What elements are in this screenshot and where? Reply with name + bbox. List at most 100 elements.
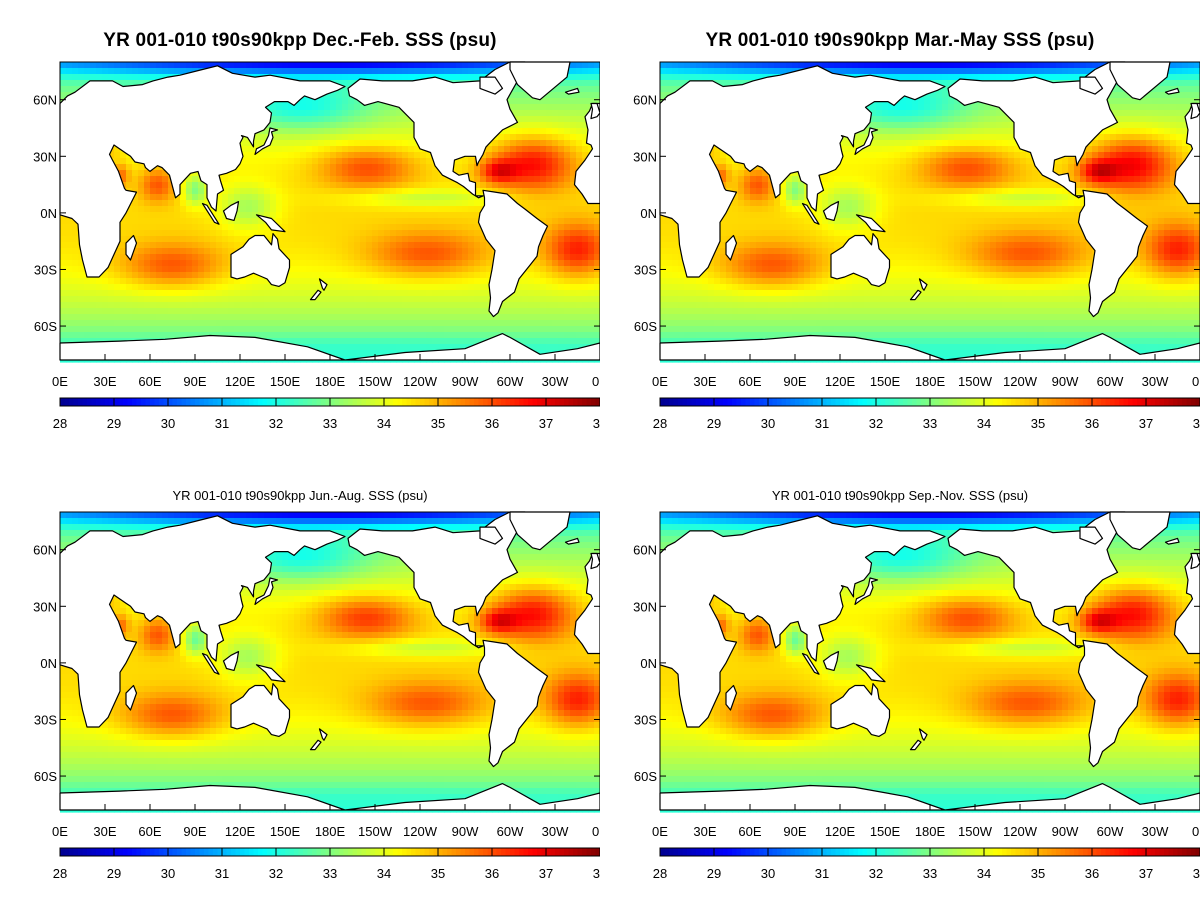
colorbar-label: 38 (593, 866, 600, 881)
y-tick-label: 0N (40, 656, 57, 671)
colorbar-label: 28 (653, 416, 667, 431)
colorbar-label: 33 (923, 416, 937, 431)
y-tick-label: 30S (634, 712, 657, 727)
x-tick-label: 90W (452, 374, 479, 389)
colorbar-label: 35 (431, 866, 445, 881)
x-tick-label: 0E (52, 374, 68, 389)
chart-panel-djf: YR 001-010 t90s90kpp Dec.-Feb. SSS (psu)… (0, 0, 600, 450)
colorbar-label: 32 (869, 866, 883, 881)
continents (659, 61, 1200, 361)
x-tick-label: 90E (183, 374, 206, 389)
x-tick-label: 60W (1097, 374, 1124, 389)
colorbar-label: 37 (1139, 866, 1153, 881)
colorbar-label: 30 (761, 416, 775, 431)
x-tick-label: 30E (693, 374, 716, 389)
y-tick-label: 60S (34, 769, 57, 784)
x-tick-label: 0E (592, 824, 600, 839)
colorbar-label: 31 (215, 866, 229, 881)
sss-map: 0E 30E 60E 90E 120E 150E 180E 150W 120W 90W 60W 30W… (633, 61, 1200, 431)
colorbar-label: 33 (323, 866, 337, 881)
colorbar-label: 31 (215, 416, 229, 431)
x-tick-label: 90W (1052, 374, 1079, 389)
chart-panel-jja: YR 001-010 t90s90kpp Jun.-Aug. SSS (psu)… (0, 450, 600, 900)
y-tick-label: 60S (34, 319, 57, 334)
x-tick-label: 30W (1142, 824, 1169, 839)
chart-title: YR 001-010 t90s90kpp Jun.-Aug. SSS (psu) (172, 488, 428, 503)
x-tick-label: 120E (225, 824, 256, 839)
y-tick-label: 0N (40, 206, 57, 221)
y-tick-label: 30N (633, 599, 657, 614)
x-tick-label: 90E (783, 374, 806, 389)
x-tick-label: 180E (315, 824, 346, 839)
x-tick-label: 150E (270, 824, 301, 839)
x-tick-label: 30E (93, 374, 116, 389)
colorbar-label: 38 (1193, 416, 1200, 431)
x-tick-label: 30E (693, 824, 716, 839)
colorbar-label: 35 (1031, 416, 1045, 431)
colorbar-label: 38 (593, 416, 600, 431)
colorbar-label: 37 (539, 866, 553, 881)
x-tick-label: 90W (1052, 824, 1079, 839)
y-tick-label: 30S (34, 712, 57, 727)
x-tick-label: 90E (183, 824, 206, 839)
x-tick-label: 30W (1142, 374, 1169, 389)
x-tick-label: 0E (652, 824, 668, 839)
y-tick-label: 0N (640, 656, 657, 671)
x-tick-label: 120E (825, 374, 856, 389)
y-tick-label: 60S (634, 769, 657, 784)
x-tick-label: 150E (870, 824, 901, 839)
continents (659, 511, 1200, 811)
x-tick-label: 30W (542, 374, 569, 389)
chart-title: YR 001-010 t90s90kpp Mar.-May SSS (psu) (705, 30, 1095, 51)
x-tick-label: 150W (358, 374, 393, 389)
colorbar-label: 34 (977, 416, 991, 431)
x-tick-label: 120W (1003, 824, 1038, 839)
x-tick-label: 30E (93, 824, 116, 839)
colorbar-label: 29 (107, 416, 121, 431)
x-tick-label: 180E (915, 824, 946, 839)
colorbar-label: 36 (485, 416, 499, 431)
chart-panel-son: YR 001-010 t90s90kpp Sep.-Nov. SSS (psu)… (600, 450, 1200, 900)
colorbar-label: 34 (377, 866, 391, 881)
colorbar-label: 29 (107, 866, 121, 881)
colorbar-label: 28 (53, 866, 67, 881)
colorbar-label: 28 (653, 866, 667, 881)
chart-panel-mam: YR 001-010 t90s90kpp Mar.-May SSS (psu) … (600, 0, 1200, 450)
continents (59, 511, 600, 811)
continents (59, 61, 600, 361)
x-tick-label: 60E (738, 374, 761, 389)
y-tick-label: 30S (34, 262, 57, 277)
x-tick-label: 90W (452, 824, 479, 839)
x-tick-label: 150W (358, 824, 393, 839)
colorbar-label: 30 (761, 866, 775, 881)
colorbar-label: 29 (707, 416, 721, 431)
x-tick-label: 120E (225, 374, 256, 389)
colorbar-label: 36 (1085, 866, 1099, 881)
x-tick-label: 0E (1192, 374, 1200, 389)
y-tick-label: 60N (633, 93, 657, 108)
x-tick-label: 150E (870, 374, 901, 389)
x-tick-label: 180E (915, 374, 946, 389)
x-tick-label: 60E (138, 374, 161, 389)
x-tick-label: 150E (270, 374, 301, 389)
x-tick-label: 60E (138, 824, 161, 839)
colorbar (659, 847, 1200, 857)
colorbar-label: 32 (869, 416, 883, 431)
chart-title: YR 001-010 t90s90kpp Sep.-Nov. SSS (psu) (771, 488, 1029, 503)
x-tick-label: 60E (738, 824, 761, 839)
colorbar-label: 33 (923, 866, 937, 881)
colorbar-label: 36 (485, 866, 499, 881)
colorbar-label: 37 (539, 416, 553, 431)
colorbar-label: 29 (707, 866, 721, 881)
x-tick-label: 0E (1192, 824, 1200, 839)
y-tick-label: 30N (33, 149, 57, 164)
x-tick-label: 150W (958, 824, 993, 839)
x-tick-label: 90E (783, 824, 806, 839)
y-tick-label: 60S (634, 319, 657, 334)
sss-map: 0E 30E 60E 90E 120E 150E 180E 150W 120W 90W 60W 30W… (33, 511, 600, 881)
x-tick-label: 30W (542, 824, 569, 839)
colorbar-label: 36 (1085, 416, 1099, 431)
chart-title: YR 001-010 t90s90kpp Dec.-Feb. SSS (psu) (103, 30, 497, 51)
x-tick-label: 120W (403, 374, 438, 389)
y-tick-label: 60N (633, 543, 657, 558)
